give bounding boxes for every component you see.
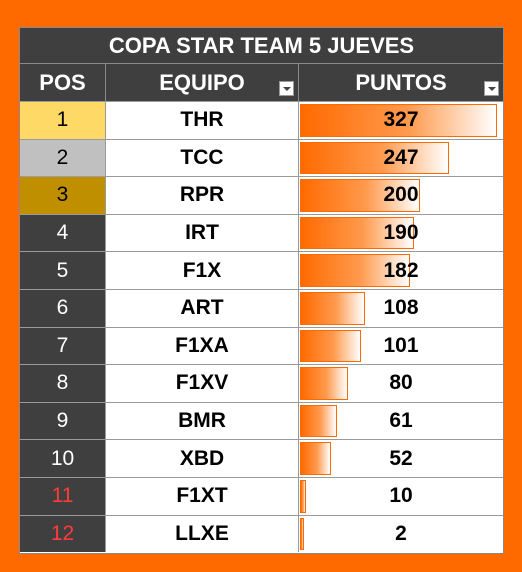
column-header-puntos-label: PUNTOS — [355, 69, 447, 95]
team-cell: LLXE — [106, 515, 299, 553]
position-cell: 4 — [20, 214, 106, 252]
points-cell: 247 — [299, 140, 503, 177]
position-cell: 5 — [20, 252, 106, 289]
points-databar — [300, 104, 497, 137]
table-row: 5 F1X 182 — [20, 251, 503, 289]
points-databar — [300, 141, 449, 175]
filter-dropdown-icon[interactable] — [484, 81, 499, 96]
points-databar — [300, 216, 414, 250]
team-cell: F1X — [106, 252, 299, 289]
table-row: 4 IRT 190 — [20, 213, 503, 252]
points-value: 2 — [395, 521, 407, 545]
position-cell: 9 — [20, 402, 106, 440]
position-cell: 1 — [20, 102, 106, 139]
points-value: 108 — [383, 296, 419, 320]
table-row: 8 F1XV 80 — [20, 364, 503, 402]
points-value: 61 — [389, 409, 413, 433]
points-cell: 10 — [299, 478, 503, 515]
points-databar — [300, 442, 331, 475]
points-value: 10 — [389, 484, 413, 508]
points-value: 247 — [383, 145, 419, 169]
position-cell: 8 — [20, 365, 106, 402]
team-cell: BMR — [106, 402, 299, 440]
column-header-pos: POS — [20, 64, 106, 101]
points-value: 182 — [383, 258, 419, 282]
points-cell: 327 — [299, 102, 503, 139]
points-cell: 80 — [299, 365, 503, 402]
points-databar — [300, 179, 420, 212]
points-databar — [300, 291, 365, 325]
points-value: 190 — [383, 221, 419, 245]
position-cell: 3 — [20, 177, 106, 214]
team-cell: THR — [106, 102, 299, 139]
team-cell: XBD — [106, 440, 299, 477]
team-cell: F1XT — [106, 477, 299, 515]
table-row: 3 RPR 200 — [20, 176, 503, 214]
table-row: 2 TCC 247 — [20, 138, 503, 177]
points-cell: 200 — [299, 177, 503, 214]
table-row: 10 XBD 52 — [20, 439, 503, 477]
table-body: 1 THR 327 2 TCC 247 3 RPR 200 4 IRT 190 5 F1X 182 6 ART 1… — [20, 101, 503, 553]
position-cell: 7 — [20, 327, 106, 365]
position-cell: 6 — [20, 289, 106, 327]
table-row: 12 LLXE 2 — [20, 514, 503, 553]
table-row: 7 F1XA 101 — [20, 326, 503, 365]
points-cell: 101 — [299, 328, 503, 365]
points-value: 200 — [383, 183, 419, 207]
standings-table: COPA STAR TEAM 5 JUEVES POS EQUIPO PUNTO… — [19, 27, 504, 554]
team-cell: ART — [106, 289, 299, 327]
points-databar — [300, 479, 306, 513]
team-cell: F1XV — [106, 365, 299, 402]
points-value: 327 — [383, 108, 419, 132]
points-databar — [300, 367, 348, 400]
points-value: 101 — [383, 333, 419, 357]
column-header-equipo-label: EQUIPO — [159, 69, 245, 95]
position-cell: 10 — [20, 440, 106, 477]
position-cell: 11 — [20, 477, 106, 515]
column-header-pos-label: POS — [39, 69, 86, 95]
points-cell: 182 — [299, 252, 503, 289]
table-row: 6 ART 108 — [20, 288, 503, 327]
team-cell: F1XA — [106, 327, 299, 365]
points-databar — [300, 254, 410, 287]
points-cell: 190 — [299, 215, 503, 252]
position-cell: 2 — [20, 139, 106, 177]
team-cell: IRT — [106, 214, 299, 252]
table-title: COPA STAR TEAM 5 JUEVES — [20, 28, 503, 64]
points-databar — [300, 404, 337, 438]
points-cell: 108 — [299, 290, 503, 327]
column-header-puntos: PUNTOS — [299, 64, 503, 101]
points-value: 52 — [389, 446, 413, 470]
team-cell: TCC — [106, 139, 299, 177]
points-databar — [300, 329, 361, 363]
points-databar — [300, 517, 304, 551]
table-row: 11 F1XT 10 — [20, 476, 503, 515]
filter-dropdown-icon[interactable] — [279, 81, 294, 96]
points-cell: 52 — [299, 440, 503, 477]
table-row: 1 THR 327 — [20, 101, 503, 139]
table-row: 9 BMR 61 — [20, 401, 503, 440]
points-cell: 61 — [299, 403, 503, 440]
points-value: 80 — [389, 371, 413, 395]
points-cell: 2 — [299, 516, 503, 553]
column-header-equipo: EQUIPO — [106, 64, 299, 101]
position-cell: 12 — [20, 515, 106, 553]
team-cell: RPR — [106, 177, 299, 214]
